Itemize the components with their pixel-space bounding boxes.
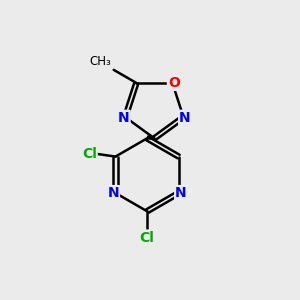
Text: N: N [175,186,187,200]
Text: Cl: Cl [82,147,97,160]
Text: N: N [107,186,119,200]
Text: N: N [118,111,130,125]
Text: CH₃: CH₃ [90,55,111,68]
Text: N: N [179,111,191,125]
Text: O: O [168,76,180,90]
Text: Cl: Cl [140,230,154,244]
